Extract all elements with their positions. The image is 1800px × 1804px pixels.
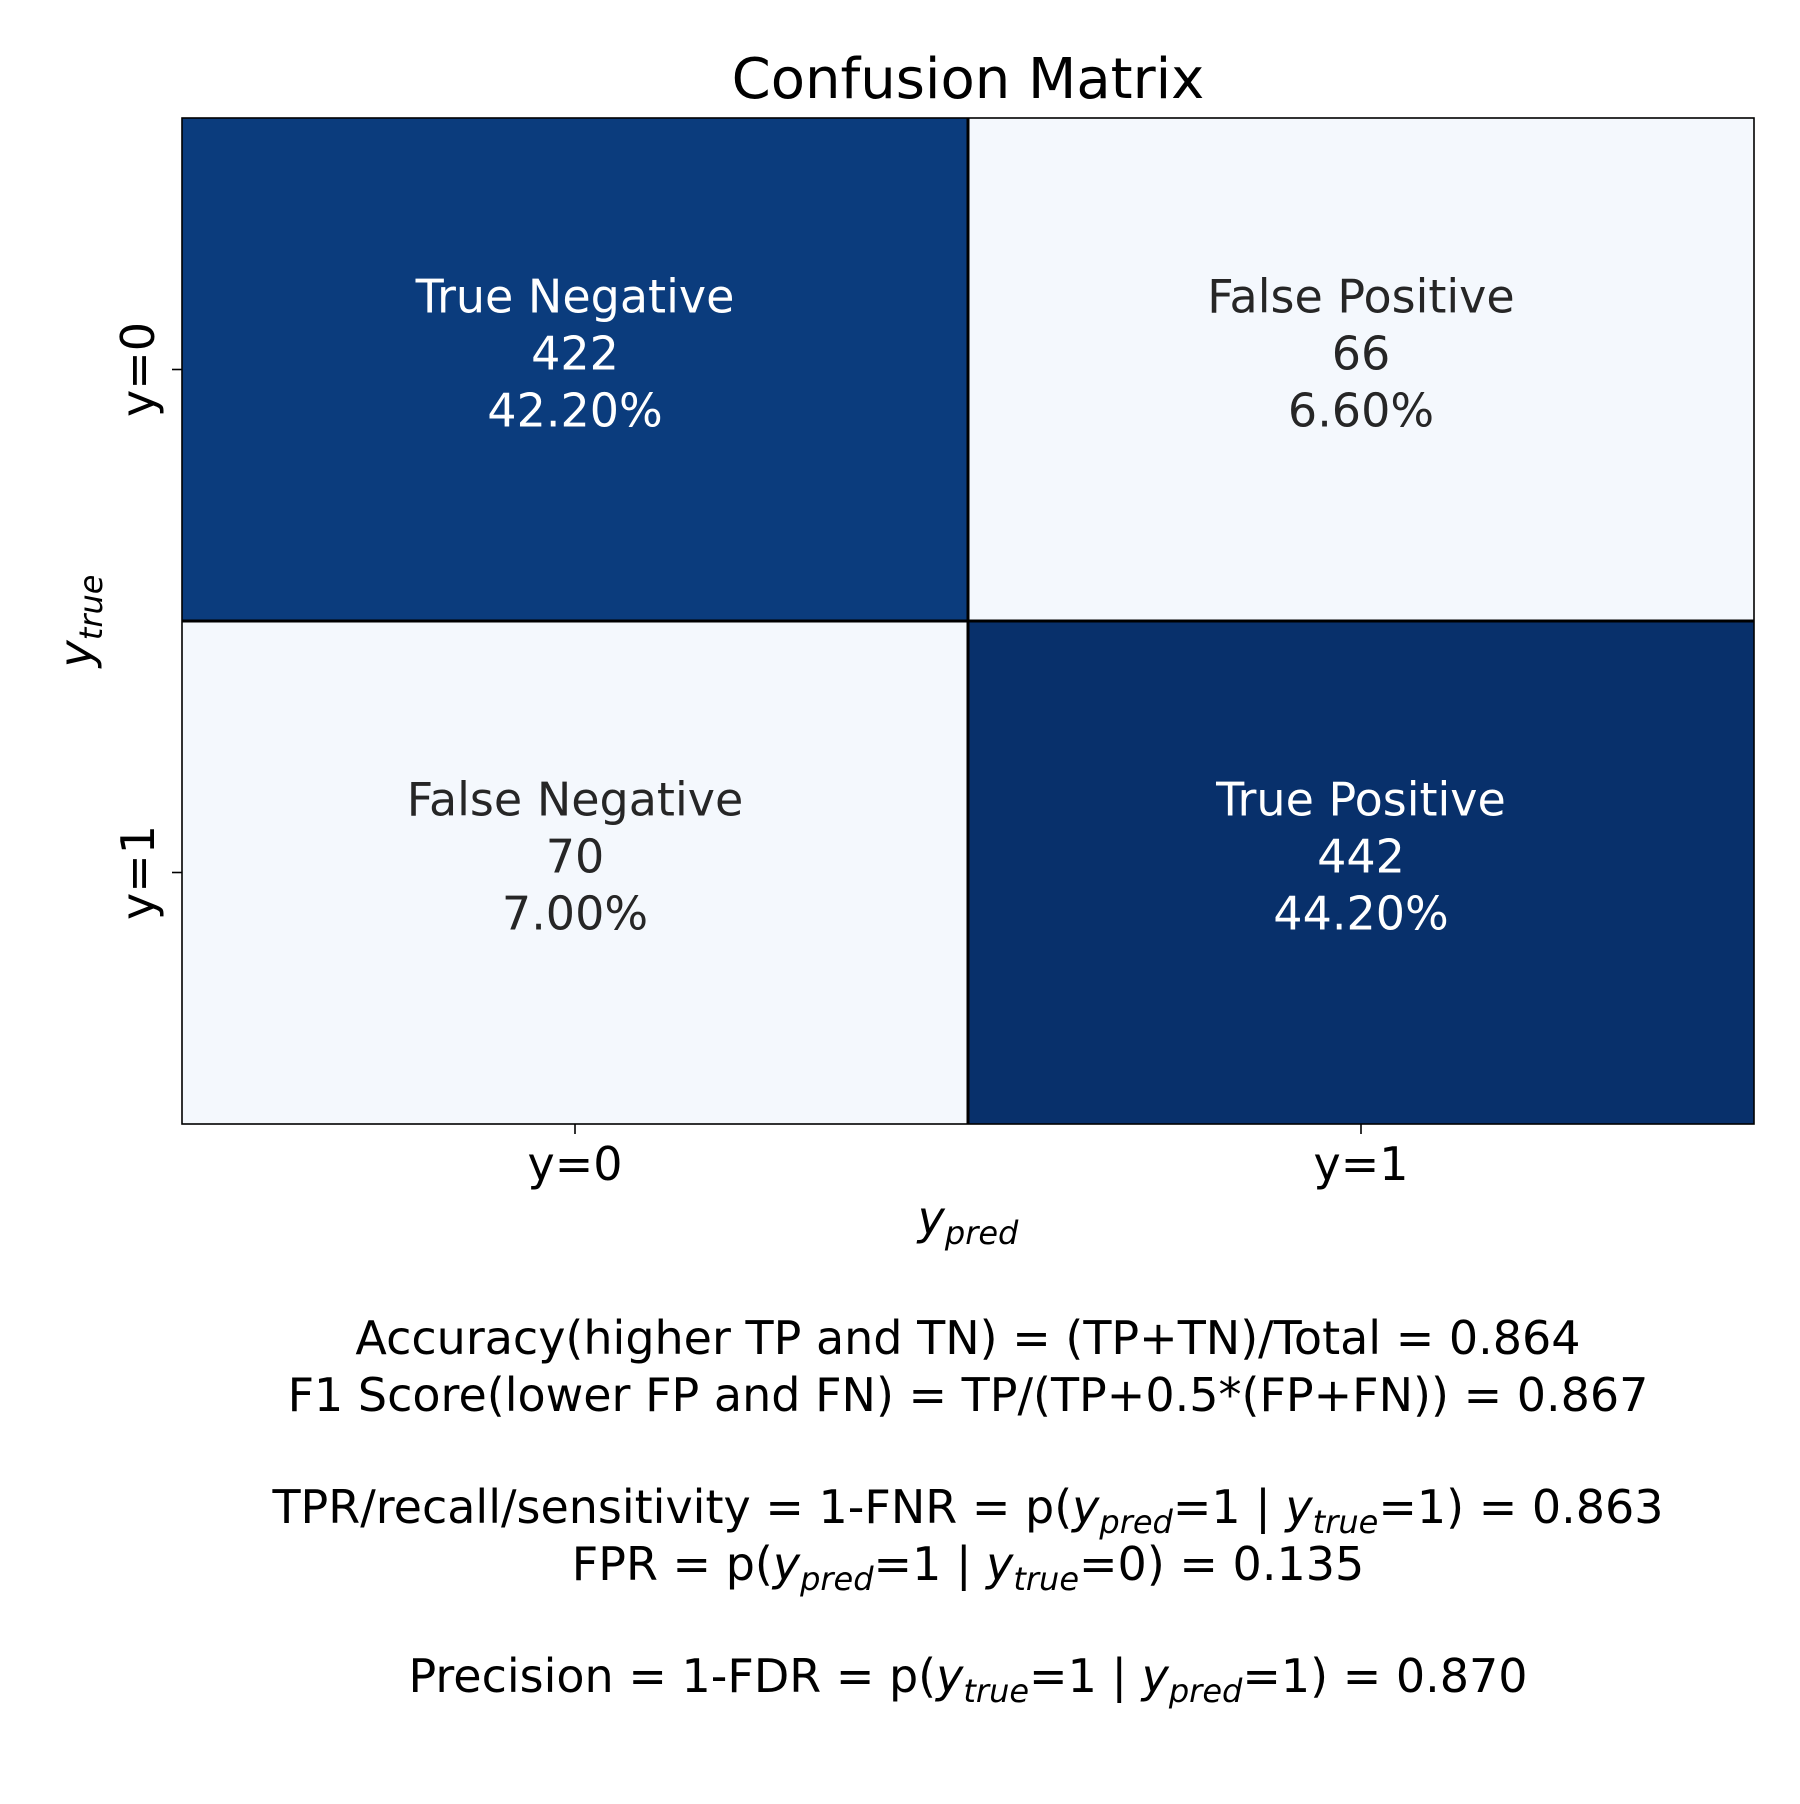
- heatmap-cell-rect: [182, 621, 968, 1124]
- cell-label: True Positive: [1215, 773, 1506, 827]
- metric-segment: pred: [1098, 1503, 1173, 1541]
- plot-frame: [181, 117, 1755, 1125]
- metric-segment: =0) = 0.135: [1079, 1537, 1364, 1591]
- chart-title: Confusion Matrix: [732, 47, 1205, 112]
- cell-percent: 6.60%: [1288, 384, 1434, 438]
- y-axis-label-base: y: [49, 639, 103, 669]
- metric-segment: TPR/recall/sensitivity = 1-FNR = p(: [271, 1480, 1072, 1534]
- metric-line: Accuracy(higher TP and TN) = (TP+TN)/Tot…: [355, 1311, 1580, 1365]
- metric-segment: y: [771, 1537, 801, 1591]
- metric-segment: Accuracy(higher TP and TN) = (TP+TN)/Tot…: [355, 1311, 1580, 1365]
- x-axis-label-sub: pred: [944, 1214, 1019, 1252]
- heatmap-cell-rect: [182, 118, 968, 621]
- metric-segment: true: [1313, 1503, 1379, 1541]
- cell-count: 422: [531, 327, 619, 381]
- metric-segment: y: [934, 1649, 964, 1703]
- metric-line: Precision = 1-FDR = p(ytrue=1 | ypred=1)…: [408, 1649, 1527, 1710]
- metric-segment: y: [1283, 1480, 1313, 1534]
- metric-segment: y: [1070, 1480, 1100, 1534]
- cell-percent: 7.00%: [502, 887, 648, 941]
- y-axis-label: ytrue: [49, 575, 110, 670]
- x-tick-label: y=1: [1313, 1137, 1408, 1191]
- cell-count: 66: [1332, 327, 1391, 381]
- x-axis-label: ypred: [916, 1191, 1019, 1252]
- metrics-block: Accuracy(higher TP and TN) = (TP+TN)/Tot…: [271, 1311, 1663, 1710]
- metric-segment: true: [963, 1672, 1029, 1710]
- y-tick-label: y=0: [111, 322, 165, 417]
- metric-segment: =1 |: [1173, 1480, 1286, 1535]
- cell-label: False Negative: [407, 773, 744, 827]
- heatmap-cell-rect: [968, 118, 1754, 621]
- metric-segment: FPR = p(: [572, 1537, 773, 1591]
- metric-segment: Precision = 1-FDR = p(: [408, 1649, 936, 1703]
- metric-segment: y: [984, 1537, 1014, 1591]
- metric-line: F1 Score(lower FP and FN) = TP/(TP+0.5*(…: [288, 1368, 1649, 1422]
- metric-segment: pred: [1168, 1672, 1243, 1710]
- heatmap-axes: y=0 y=1 y=0 y=1: [111, 117, 1755, 1191]
- metric-segment: =1) = 0.870: [1242, 1649, 1527, 1703]
- metric-segment: pred: [799, 1560, 874, 1598]
- metric-segment: y: [1140, 1649, 1170, 1703]
- metric-line: TPR/recall/sensitivity = 1-FNR = p(ypred…: [271, 1480, 1663, 1541]
- cell-label: True Negative: [415, 270, 735, 324]
- cell-percent: 42.20%: [487, 384, 662, 438]
- heatmap-cell-rect: [968, 621, 1754, 1124]
- metric-segment: =1) = 0.863: [1378, 1480, 1663, 1534]
- cell-label: False Positive: [1207, 270, 1514, 324]
- cell-count: 442: [1317, 830, 1405, 884]
- cell-percent: 44.20%: [1273, 887, 1448, 941]
- y-tick-label: y=1: [111, 825, 165, 920]
- x-tick-label: y=0: [527, 1137, 622, 1191]
- x-axis-label-base: y: [916, 1191, 946, 1245]
- metric-line: FPR = p(ypred=1 | ytrue=0) = 0.135: [572, 1537, 1365, 1598]
- metric-segment: =1 |: [1029, 1649, 1142, 1704]
- metric-segment: F1 Score(lower FP and FN) = TP/(TP+0.5*(…: [288, 1368, 1649, 1422]
- y-axis-label-sub: true: [72, 575, 110, 641]
- cell-count: 70: [546, 830, 605, 884]
- metric-segment: =1 |: [874, 1537, 987, 1592]
- metric-segment: true: [1013, 1560, 1079, 1598]
